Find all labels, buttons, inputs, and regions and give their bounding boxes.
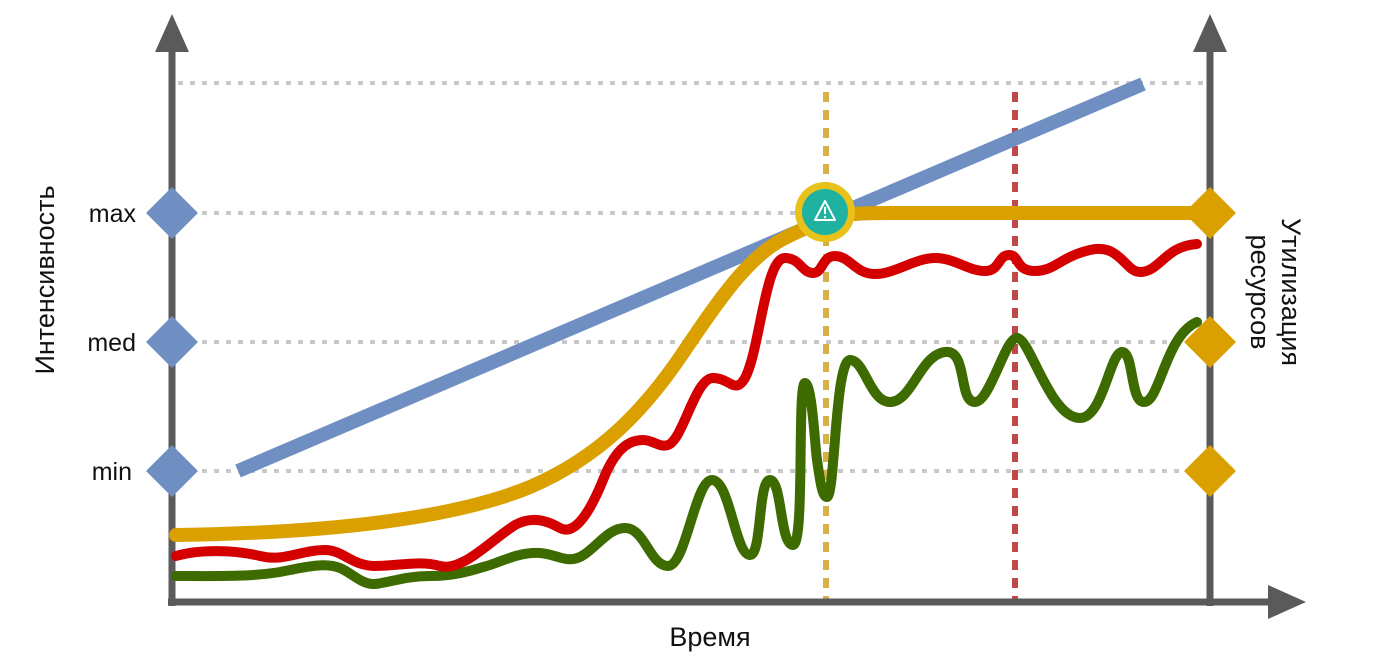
warning-triangle-icon: [814, 200, 836, 221]
right-level-markers: [1184, 187, 1236, 497]
load-line: [235, 77, 1146, 478]
left-marker-min: [146, 445, 198, 497]
level-label-med: med: [87, 329, 136, 357]
left-y-axis-title: Интенсивность: [30, 185, 60, 374]
right-marker-max: [1184, 187, 1236, 239]
right-marker-min: [1184, 445, 1236, 497]
alert-marker: [795, 182, 855, 242]
red-series-line: [171, 239, 1202, 572]
right-y-axis-arrow: [1193, 14, 1227, 52]
left-marker-max: [146, 187, 198, 239]
x-axis-arrow: [1268, 585, 1306, 619]
left-level-markers: [146, 187, 198, 497]
right-y-axis-title-line1: Утилизация: [1276, 218, 1306, 366]
level-label-min: min: [92, 458, 132, 486]
right-y-axis-title-line2: ресурсов: [1245, 235, 1275, 350]
left-marker-med: [146, 316, 198, 368]
level-label-max: max: [89, 200, 137, 228]
x-axis-title: Время: [669, 622, 750, 652]
left-y-axis-arrow: [155, 14, 189, 52]
grid-lines: [178, 81, 1208, 473]
right-marker-med: [1184, 316, 1236, 368]
green-series-line: [171, 317, 1202, 589]
